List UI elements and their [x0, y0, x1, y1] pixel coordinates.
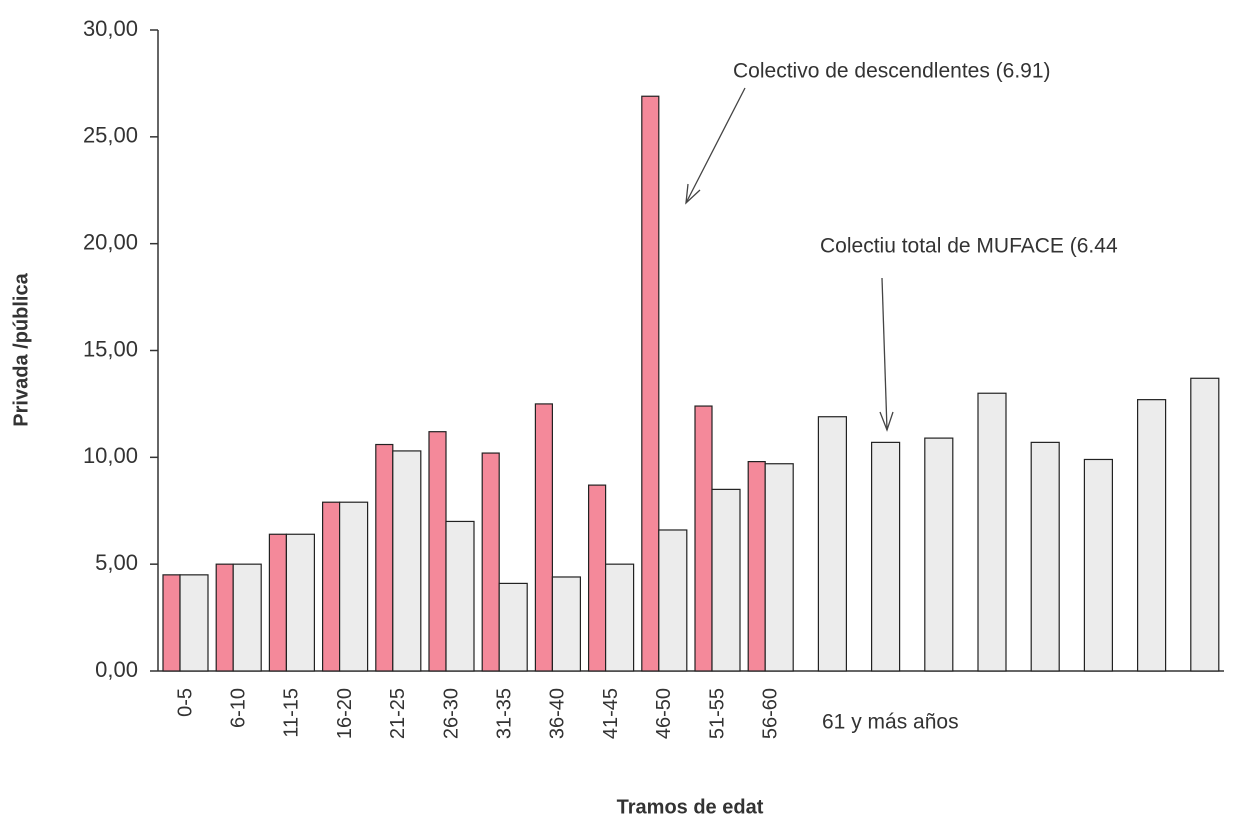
x-tick-label: 46-50: [653, 688, 675, 739]
x-tick-label: 51-55: [706, 688, 728, 739]
bar: [481, 452, 500, 672]
x-tick-label: 31-35: [493, 688, 515, 739]
bar: [445, 520, 475, 672]
bar: [587, 484, 607, 672]
y-tick-label: 0,00: [95, 657, 138, 682]
bar: [232, 563, 262, 672]
bar: [375, 443, 394, 672]
bar: [924, 437, 954, 672]
bar: [215, 563, 234, 672]
x-tick-label: 21-25: [387, 688, 409, 739]
bar: [1190, 377, 1220, 672]
x-tick-label: 26-30: [440, 688, 462, 739]
y-tick-label: 30,00: [83, 16, 138, 41]
y-tick-label: 15,00: [83, 336, 138, 361]
x-axis-title: Tramos de edat: [617, 796, 764, 818]
x-tick-label: 41-45: [600, 688, 622, 739]
bar: [179, 574, 209, 672]
bar: [534, 403, 554, 672]
y-tick-label: 20,00: [83, 229, 138, 254]
x-tick-label: 56-60: [759, 688, 781, 739]
bar: [339, 501, 369, 672]
bar: [747, 461, 766, 672]
group-label: 61 y más años: [822, 711, 959, 734]
bar: [977, 392, 1007, 672]
bar: [392, 450, 422, 672]
bar: [551, 576, 582, 672]
x-tick-label: 36-40: [547, 688, 569, 739]
bar: [870, 441, 901, 672]
bar: [162, 574, 181, 672]
y-tick-label: 10,00: [83, 443, 138, 468]
annotation: Colectivo de descendlentes (6.91): [733, 60, 1051, 83]
bar: [1030, 441, 1060, 672]
x-tick-label: 16-20: [334, 688, 356, 739]
x-tick-label: 11-15: [281, 688, 303, 738]
annotation: Colectiu total de MUFACE (6.44: [820, 235, 1118, 258]
x-tick-label: 6-10: [227, 688, 249, 728]
bar: [604, 563, 635, 672]
bar: [658, 529, 688, 672]
arrows: [685, 87, 894, 432]
bar: [1083, 458, 1114, 672]
y-axis-title: Privada /pública: [10, 272, 32, 426]
bar: [268, 533, 287, 672]
bar: [498, 582, 528, 672]
bar: [1136, 399, 1167, 672]
bar: [285, 533, 315, 672]
bar: [764, 463, 794, 672]
y-tick-label: 25,00: [83, 123, 138, 148]
bar: [428, 431, 447, 672]
bar: [641, 95, 660, 672]
bar: [694, 405, 713, 672]
bar: [711, 488, 741, 672]
bar: [817, 416, 848, 672]
y-tick-label: 5,00: [95, 550, 138, 575]
x-tick-label: 0-5: [174, 688, 196, 717]
bar: [322, 501, 341, 672]
